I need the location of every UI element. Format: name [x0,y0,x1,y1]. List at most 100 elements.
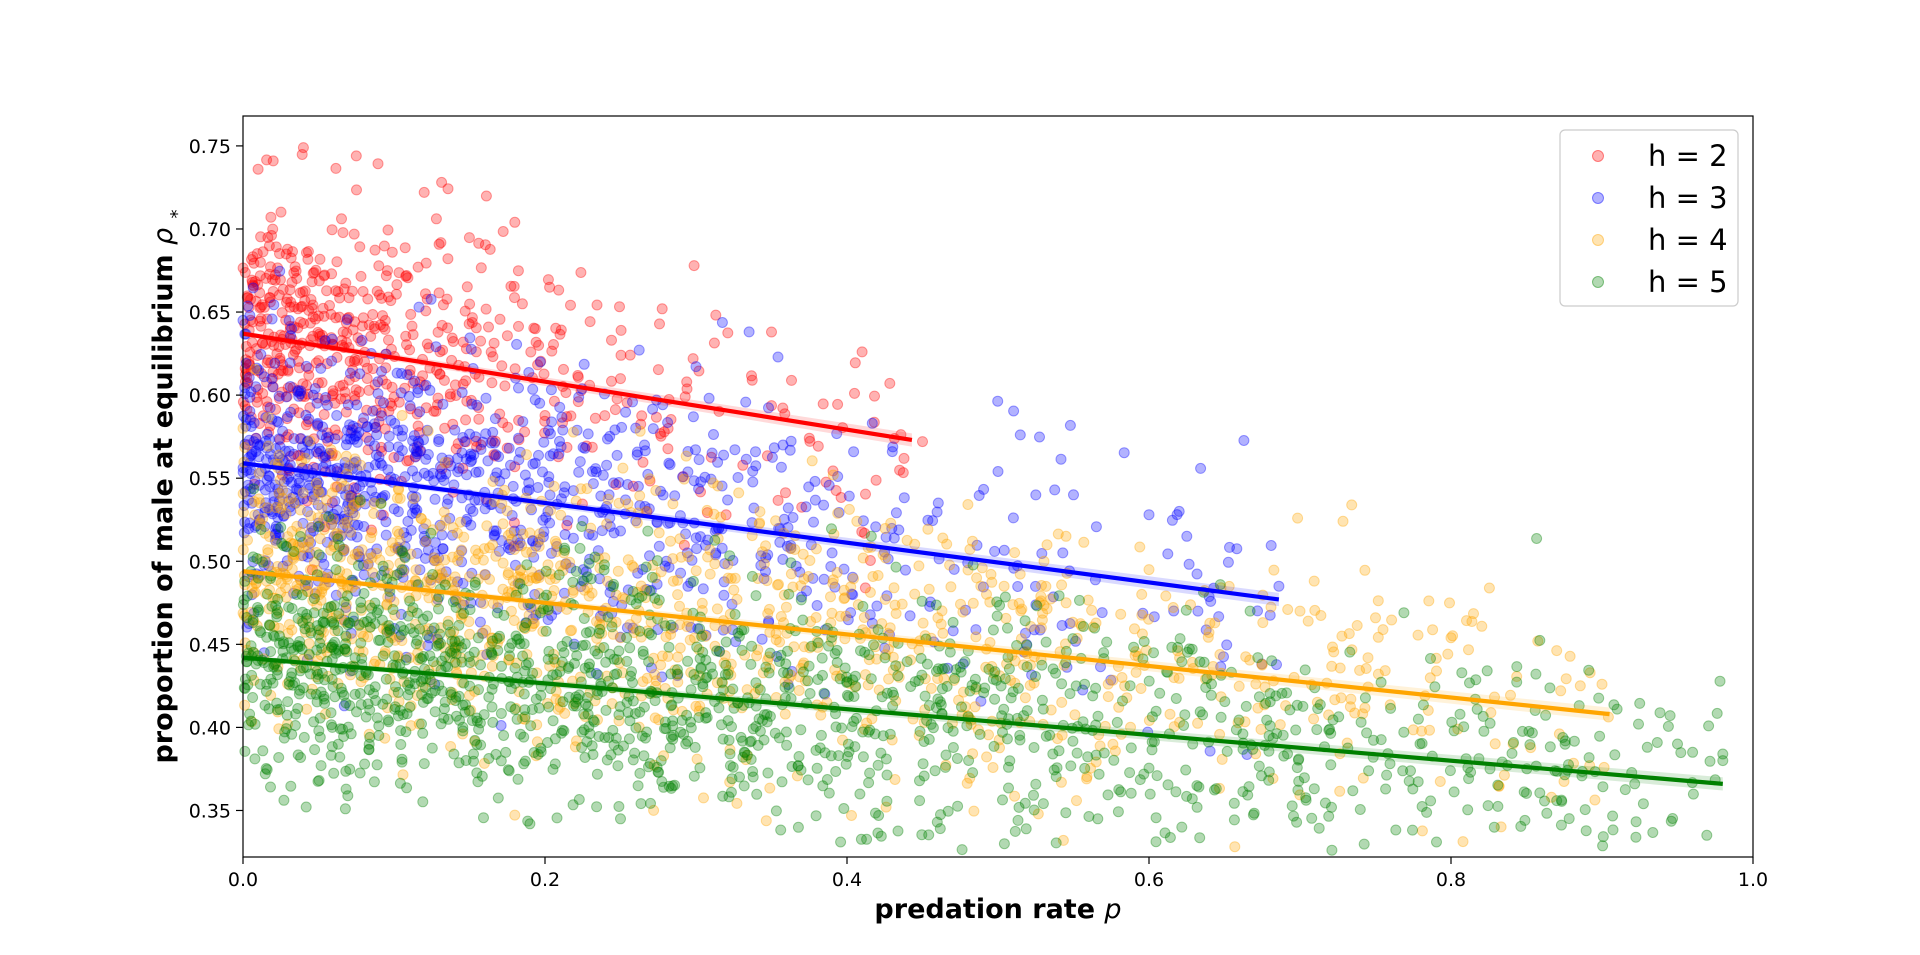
scatter-point [542,274,554,286]
scatter-point [418,186,430,198]
scatter-point [264,620,276,631]
series-points-h3 [237,265,1285,760]
scatter-point [413,301,425,313]
scatter-point [436,685,448,697]
scatter-point [466,317,478,328]
scatter-point [651,555,663,567]
scatter-point [298,731,310,743]
scatter-point [578,358,590,370]
scatter-point [786,374,797,386]
scatter-point [1107,674,1119,686]
scatter-point [391,525,403,537]
scatter-point [261,357,273,369]
scatter-point [764,647,776,659]
scatter-point [302,416,314,428]
scatter-point [553,284,565,296]
scatter-point [368,776,380,788]
scatter-point [376,374,388,386]
scatter-point [1047,748,1059,760]
scatter-point [606,375,617,387]
scatter-point [1284,704,1296,716]
scatter-point [248,436,260,448]
scatter-point [1319,797,1331,809]
scatter-point [1442,648,1454,660]
scatter-point [553,569,565,581]
scatter-point [408,627,420,639]
scatter-point [399,382,411,394]
scatter-point [997,794,1008,806]
scatter-point [370,422,382,433]
scatter-point [281,413,293,425]
scatter-point [711,603,723,615]
scatter-point [945,581,957,593]
scatter-point [450,602,462,613]
scatter-point [407,377,419,389]
scatter-point [330,162,342,174]
scatter-point [715,511,727,523]
scatter-point [1020,823,1032,835]
scatter-point [632,780,644,792]
scatter-point [290,265,302,277]
legend-marker [1592,276,1604,288]
scatter-point [746,374,758,386]
scatter-point [466,312,478,324]
scatter-point [382,265,393,277]
scatter-point [981,588,992,600]
scatter-point [652,364,664,376]
scatter-point [492,645,504,656]
scatter-point [1466,616,1478,627]
scatter-point [249,276,261,287]
scatter-point [1086,604,1098,616]
scatter-point [764,782,776,794]
scatter-point [719,669,731,681]
scatter-point [916,829,928,841]
scatter-point [681,621,693,633]
scatter-point [494,313,506,325]
scatter-point [680,738,692,750]
scatter-point [1228,814,1240,826]
scatter-point [274,248,285,260]
scatter-point [291,484,303,496]
scatter-point [527,667,539,679]
scatter-point [316,502,328,514]
x-tick-label: 0.6 [1134,869,1164,891]
scatter-point [326,355,338,367]
scatter-point [1265,540,1277,551]
scatter-point [434,368,446,380]
scatter-point [532,748,544,760]
scatter-point [497,557,509,569]
scatter-point [496,360,508,372]
scatter-point [343,311,355,323]
scatter-point [727,683,739,695]
scatter-point [682,655,694,667]
scatter-point [435,237,447,249]
scatter-point [376,569,388,581]
scatter-point [1360,663,1372,674]
scatter-point [1115,786,1127,798]
scatter-point [274,265,286,277]
scatter-point [826,547,838,559]
scatter-point [292,749,304,761]
scatter-point [409,375,421,387]
scatter-point [456,447,468,459]
scatter-point [291,343,302,355]
scatter-point [1314,699,1326,711]
scatter-point [267,381,279,393]
scatter-point [405,403,417,415]
scatter-point [1228,797,1240,809]
scatter-point [461,281,473,293]
scatter-point [261,376,273,388]
scatter-point [1041,539,1053,551]
scatter-point [1325,759,1337,771]
scatter-point [503,442,515,454]
scatter-point [512,773,524,785]
scatter-point [587,749,599,760]
scatter-point [269,274,281,286]
scatter-point [473,402,485,414]
scatter-point [414,445,426,457]
scatter-point [513,382,524,394]
scatter-point [325,707,337,719]
scatter-point [695,486,706,498]
scatter-point [1355,716,1367,728]
scatter-point [239,318,251,330]
